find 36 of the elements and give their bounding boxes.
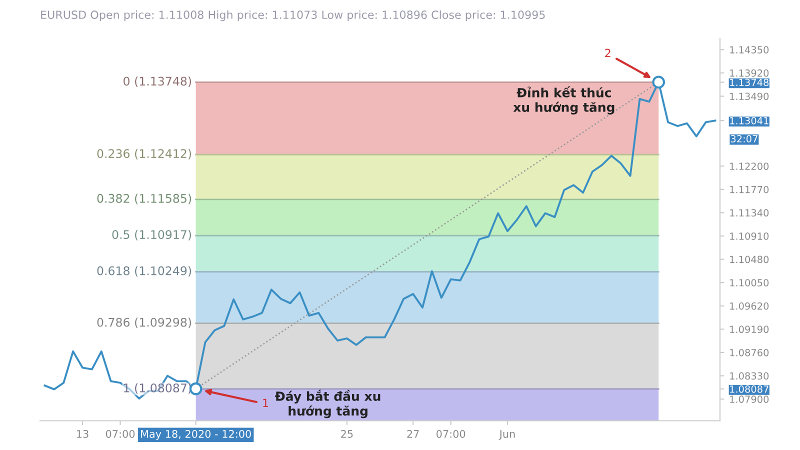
- y-tick-label: 1.12200: [730, 162, 769, 170]
- y-tick-label: 1.07900: [730, 396, 769, 403]
- x-tick-label: 07:00: [106, 430, 135, 438]
- annotation: 1: [263, 398, 268, 408]
- y-tick-label: 1.13041: [730, 117, 768, 124]
- y-tick-label: 1.14350: [730, 46, 769, 54]
- y-tick-label: 1.11770: [730, 186, 769, 194]
- band-label: 0.786 (1.09298): [97, 318, 192, 328]
- y-tick-label: 1.10910: [730, 232, 769, 240]
- x-tick-label: 25: [341, 430, 353, 438]
- y-tick-label: 1.08330: [730, 372, 769, 380]
- y-tick-label: 1.09190: [730, 326, 769, 334]
- text: 32:07: [730, 135, 758, 142]
- y-tick-label: 1.09620: [730, 302, 769, 310]
- band-label: 0.382 (1.11585): [97, 194, 192, 204]
- y-tick-label: 1.10480: [730, 256, 769, 264]
- annotation: Đỉnh kết thúc xu hướng tăng: [513, 86, 614, 114]
- y-tick-label: 1.10050: [730, 279, 769, 286]
- band-label: 0.618 (1.10249): [97, 266, 192, 277]
- x-tick-label: 07:00: [436, 430, 466, 438]
- annotation: 2: [605, 48, 610, 58]
- x-tick-label: 13: [77, 430, 88, 438]
- x-tick-label: May 18, 2020 - 12:00: [141, 430, 251, 440]
- x-tick-label: Jun: [498, 430, 515, 440]
- y-tick-label: 1.13920: [730, 69, 769, 77]
- band-label: 0 (1.13748): [124, 76, 192, 88]
- band-label: 0.236 (1.12412): [97, 148, 192, 160]
- annotation: Đáy bắt đầu xu hướng tăng: [275, 390, 380, 418]
- y-tick-label: 1.13490: [730, 92, 769, 100]
- chart-title: EURUSD Open price: 1.11008 High price: 1.11073 Low price: 1.10896 Close price: 1.10995: [41, 10, 545, 22]
- x-tick-label: 27: [407, 430, 419, 438]
- band-label: 0.5 (1.10917): [112, 230, 192, 240]
- y-tick-label: 1.08760: [730, 348, 769, 356]
- y-tick-label: 1.11340: [730, 209, 769, 217]
- y-tick-label: 1.13748: [730, 78, 769, 86]
- y-tick-label: 1.08087: [730, 385, 768, 393]
